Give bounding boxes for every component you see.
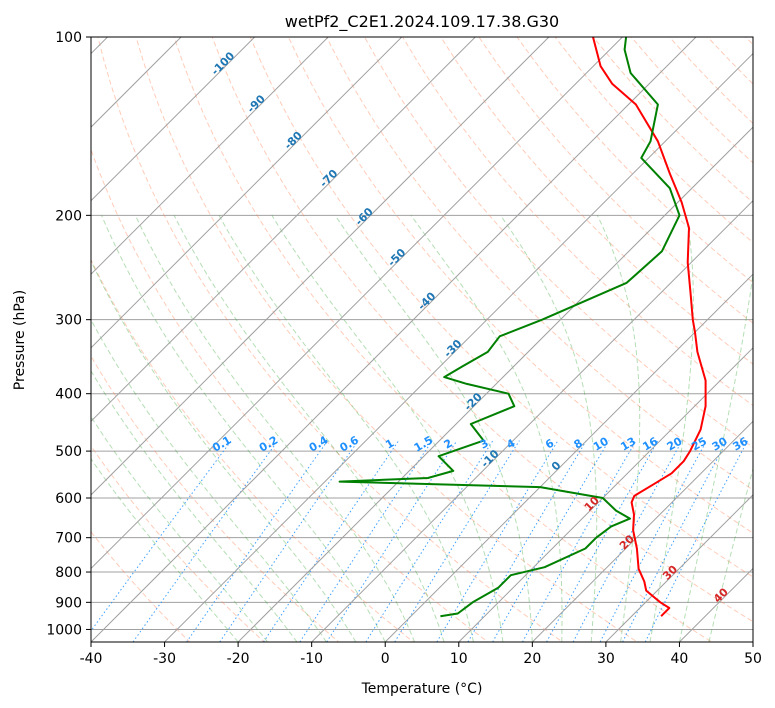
moist-adiabat-line	[271, 215, 504, 642]
mixing-ratio-line	[467, 440, 587, 642]
mixing-ratio-line	[644, 440, 749, 642]
moist-adiabat-line	[91, 415, 268, 642]
mixing-ratio-line	[299, 440, 433, 642]
isotherm-line	[0, 10, 61, 654]
moist-adiabat-line	[91, 457, 239, 642]
dry-adiabats	[91, 10, 775, 654]
moist-adiabat-line	[91, 318, 327, 642]
isotherm-line	[163, 52, 753, 642]
y-tick-label: 400	[55, 387, 82, 403]
y-tick-label: 1000	[46, 622, 82, 638]
isotherm-line	[605, 494, 753, 642]
mixing-ratio-line	[572, 440, 683, 642]
isotherm-line	[91, 37, 697, 642]
dry-adiabat-line	[173, 37, 713, 642]
dry-adiabat-line	[91, 148, 489, 642]
mixing-ratio-line	[522, 440, 637, 642]
mixing-ratio-line	[186, 440, 329, 642]
moist-adiabat-line	[596, 215, 641, 642]
y-tick-label: 900	[55, 595, 82, 611]
moist-adiabat-line	[678, 270, 753, 642]
dry-adiabat-line	[478, 37, 753, 324]
isotherm-line	[91, 37, 550, 496]
mixing-ratio-lines	[91, 440, 749, 642]
dry-adiabat-line	[91, 258, 415, 642]
horizontal-gridlines	[91, 37, 753, 630]
skewed-isotherms	[0, 10, 753, 654]
dry-adiabat-line	[287, 37, 753, 534]
sounding-profiles	[338, 37, 707, 618]
isotherm-line	[91, 37, 256, 202]
isotherm-line	[237, 126, 753, 642]
x-tick-label: 30	[597, 651, 615, 667]
dry-adiabat-line	[91, 445, 265, 642]
isotherm-line	[458, 347, 753, 642]
isotherm-line	[310, 199, 753, 642]
moist-adiabat-line	[649, 215, 694, 642]
x-tick-label: -40	[80, 651, 103, 667]
x-tick-label: 50	[744, 651, 762, 667]
x-axis-label: Temperature (°C)	[361, 681, 483, 697]
y-tick-label: 100	[55, 30, 82, 46]
x-tick-label: -20	[227, 651, 250, 667]
dry-adiabat-line	[91, 531, 191, 642]
y-tick-label: 700	[55, 531, 82, 547]
mixing-ratio-line	[219, 440, 359, 642]
plot-frame	[90, 36, 754, 643]
mixing-ratio-line	[546, 440, 659, 642]
y-axis: 100 200 300 400 500 600 700 800 900 1000	[46, 30, 91, 638]
mixing-ratio-line	[326, 440, 458, 642]
y-tick-label: 200	[55, 208, 82, 224]
dry-adiabat-line	[325, 37, 753, 491]
mixing-ratio-line	[263, 440, 400, 642]
moist-adiabat-line	[91, 259, 357, 642]
moist-adiabat-line	[91, 369, 298, 642]
x-tick-label: -30	[153, 651, 176, 667]
moist-adiabat-line	[134, 215, 416, 642]
dry-adiabat-line	[249, 37, 753, 578]
x-tick-label: 40	[671, 651, 689, 667]
moist-adiabat-line	[708, 467, 753, 642]
isotherm-line	[91, 37, 403, 349]
moist-adiabat-line	[500, 215, 598, 642]
dry-adiabat-line	[364, 37, 753, 449]
moist-adiabat-line	[173, 215, 445, 642]
isotherm-line	[91, 37, 182, 128]
mixing-ratio-line	[365, 440, 494, 642]
dry-adiabat-line	[440, 37, 753, 365]
isotherm-line	[91, 37, 624, 570]
x-tick-label: 0	[381, 651, 390, 667]
mixing-ratio-line	[132, 440, 279, 642]
isotherm-line	[531, 420, 753, 642]
chart-title: wetPf2_C2E1.2024.109.17.38.G30	[285, 12, 559, 32]
temperature-profile-line	[592, 37, 707, 617]
x-tick-label: 20	[523, 651, 541, 667]
isotherm-line	[91, 37, 477, 423]
isotherm-line	[91, 37, 329, 275]
moist-adiabat-line	[410, 215, 563, 642]
y-tick-label: 800	[55, 565, 82, 581]
dry-adiabat-line	[91, 355, 340, 642]
x-tick-label: -10	[300, 651, 323, 667]
moist-adiabats	[91, 215, 753, 642]
dry-adiabat-line	[516, 37, 753, 284]
mixing-ratio-line	[492, 440, 610, 642]
y-tick-label: 500	[55, 444, 82, 460]
dry-adiabat-line	[135, 37, 639, 642]
dewpoint-profile-line	[338, 37, 681, 618]
y-axis-label: Pressure (hPa)	[12, 290, 28, 390]
dry-adiabat-line	[97, 37, 564, 642]
mixing-ratio-line	[91, 440, 232, 632]
moist-adiabat-line	[101, 215, 386, 642]
dry-adiabat-line	[211, 37, 753, 623]
dry-adiabat-line	[757, 10, 775, 654]
plot-background	[91, 37, 753, 642]
y-tick-label: 300	[55, 313, 82, 329]
x-axis: -40 -30 -20 -10 0 10 20 30 40 50	[80, 642, 762, 667]
x-tick-label: 10	[450, 651, 468, 667]
y-tick-label: 600	[55, 491, 82, 507]
